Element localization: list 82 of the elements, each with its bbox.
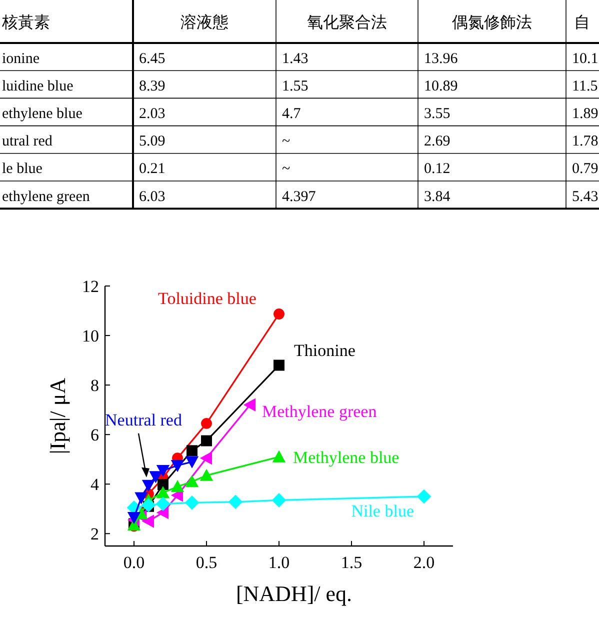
text: ~ (282, 161, 290, 178)
category-label: ethylene blue (2, 106, 82, 122)
point (272, 450, 286, 462)
point (149, 471, 162, 484)
y-tick-label: 10 (82, 326, 99, 346)
category-label: le blue (2, 161, 42, 178)
category-label: utral red (2, 134, 52, 150)
point (272, 493, 286, 508)
point (274, 360, 284, 371)
point (416, 489, 432, 504)
category-label: luidine blue (2, 78, 74, 94)
text: 3.84 (424, 188, 450, 205)
category-label: 偶氮修飾法 (452, 14, 532, 32)
text: 1.89 (572, 106, 598, 122)
series-label: Nile blue (351, 501, 414, 520)
text: 0.79 (572, 161, 598, 178)
x-tick-label: 1.0 (268, 553, 290, 572)
point (201, 418, 212, 429)
series-label: Methylene green (262, 402, 378, 421)
y-tick-label: 12 (82, 277, 99, 296)
point (170, 460, 184, 472)
series-label: Methylene blue (293, 448, 400, 467)
text: 10.1 (572, 50, 598, 67)
category-label: 氧化聚合法 (307, 14, 387, 32)
text: 1.55 (282, 78, 308, 94)
x-tick-label: 0.0 (123, 553, 145, 572)
point (185, 475, 199, 488)
point (228, 494, 243, 510)
category-label: 溶液態 (180, 14, 228, 32)
point (156, 464, 170, 478)
point (127, 512, 141, 524)
series-label: Thionine (294, 341, 356, 360)
text: 11.5 (572, 78, 598, 94)
text: 2.69 (424, 134, 450, 150)
point (243, 398, 256, 412)
text: 6.45 (139, 50, 166, 67)
point (142, 514, 154, 528)
point (186, 445, 198, 456)
text: 6.03 (139, 188, 166, 205)
category-label: 自 (574, 14, 590, 32)
point (156, 496, 170, 512)
text: 13.96 (424, 50, 458, 67)
point (134, 492, 148, 504)
text: 1.43 (282, 50, 308, 67)
y-axis-title: |Ipa|/ μA (45, 378, 70, 454)
y-tick-label: 6 (90, 426, 99, 445)
point (200, 451, 212, 465)
text: 0.21 (139, 161, 166, 178)
category-label: ionine (2, 50, 40, 67)
text: 核黃素 (1, 14, 50, 32)
x-tick-label: 2.0 (413, 553, 435, 572)
point (156, 506, 168, 520)
text: 2.03 (139, 106, 166, 122)
point (142, 480, 156, 492)
text: 10.89 (424, 78, 458, 94)
text: 1.78 (572, 134, 598, 150)
point (156, 486, 170, 498)
x-axis-title: [NADH]/ eq. (236, 581, 352, 606)
series-label: Toluidine blue (158, 288, 256, 308)
text: 4.397 (282, 188, 316, 205)
text: 0.12 (424, 161, 450, 178)
point (141, 498, 156, 512)
x-tick-label: 1.5 (340, 553, 362, 572)
y-tick-label: 2 (90, 524, 99, 544)
text: 5.09 (139, 134, 166, 150)
text: 8.39 (139, 78, 166, 94)
series-label: Neutral red (105, 410, 182, 430)
y-tick-label: 4 (90, 475, 100, 494)
point (158, 479, 168, 490)
point (170, 480, 184, 492)
text: 4.7 (282, 106, 301, 122)
point (274, 308, 284, 320)
category-label: ethylene green (2, 188, 90, 205)
point (184, 496, 200, 510)
point (200, 468, 214, 481)
text: 3.55 (424, 106, 450, 122)
point (185, 456, 199, 468)
y-tick-label: 8 (90, 376, 99, 396)
text: ~ (282, 134, 290, 150)
text: 5.43 (572, 188, 598, 205)
point (201, 435, 212, 446)
x-tick-label: 0.5 (196, 553, 218, 572)
